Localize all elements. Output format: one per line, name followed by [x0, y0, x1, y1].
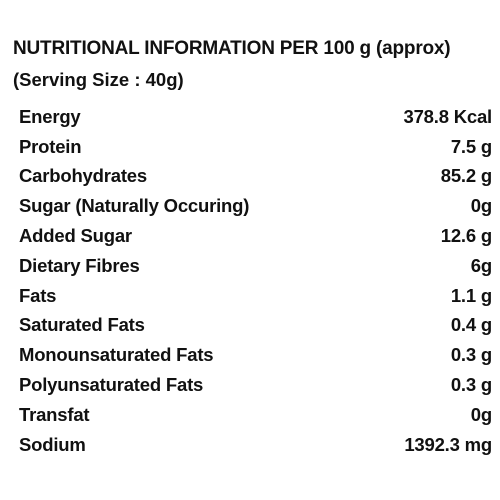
- nutrient-label: Carbohydrates: [19, 165, 147, 187]
- nutrient-row-protein: Protein 7.5 g: [19, 132, 492, 162]
- nutrient-row-polyunsaturated-fats: Polyunsaturated Fats 0.3 g: [19, 370, 492, 400]
- nutrient-row-added-sugar: Added Sugar 12.6 g: [19, 221, 492, 251]
- nutrient-row-saturated-fats: Saturated Fats 0.4 g: [19, 311, 492, 341]
- nutrient-value: 85.2 g: [440, 165, 492, 187]
- nutrient-label: Polyunsaturated Fats: [19, 374, 204, 396]
- nutrient-label: Sugar (Naturally Occuring): [19, 195, 250, 217]
- nutrient-label: Saturated Fats: [19, 314, 145, 336]
- nutrient-label: Added Sugar: [19, 225, 132, 247]
- nutrient-value: 0.4 g: [450, 314, 492, 336]
- nutrient-label: Monounsaturated Fats: [19, 344, 214, 366]
- nutrient-value: 7.5 g: [450, 135, 492, 157]
- nutrient-label: Transfat: [19, 403, 90, 425]
- nutrient-label: Dietary Fibres: [19, 254, 140, 276]
- nutrient-label: Fats: [19, 284, 57, 306]
- nutrient-row-sodium: Sodium 1392.3 mg: [19, 430, 492, 460]
- nutrient-value: 0.3 g: [450, 374, 492, 396]
- nutrient-row-energy: Energy 378.8 Kcal: [19, 102, 492, 132]
- nutrient-value: 1392.3 mg: [404, 433, 492, 455]
- nutrient-value: 12.6 g: [440, 225, 492, 247]
- nutrient-value: 0.3 g: [450, 344, 492, 366]
- nutrient-value: 0g: [470, 403, 492, 425]
- nutrient-value: 0g: [470, 195, 492, 217]
- nutrient-row-dietary-fibres: Dietary Fibres 6g: [19, 251, 492, 281]
- nutrient-value: 378.8 Kcal: [403, 105, 492, 127]
- nutrient-label: Sodium: [19, 433, 86, 455]
- nutrient-value: 1.1 g: [450, 284, 492, 306]
- nutrient-label: Energy: [19, 105, 81, 127]
- nutrient-row-transfat: Transfat 0g: [19, 400, 492, 430]
- nutrient-row-carbohydrates: Carbohydrates 85.2 g: [19, 162, 492, 192]
- nutrient-label: Protein: [19, 135, 82, 157]
- nutrient-row-monounsaturated-fats: Monounsaturated Fats 0.3 g: [19, 340, 492, 370]
- nutrient-value: 6g: [470, 254, 492, 276]
- nutrient-row-sugar-natural: Sugar (Naturally Occuring) 0g: [19, 191, 492, 221]
- nutrient-row-fats: Fats 1.1 g: [19, 281, 492, 311]
- panel-title: NUTRITIONAL INFORMATION PER 100 g (appro…: [13, 38, 451, 59]
- nutrient-table: Energy 378.8 Kcal Protein 7.5 g Carbohyd…: [19, 102, 492, 460]
- serving-size: (Serving Size : 40g): [13, 69, 184, 90]
